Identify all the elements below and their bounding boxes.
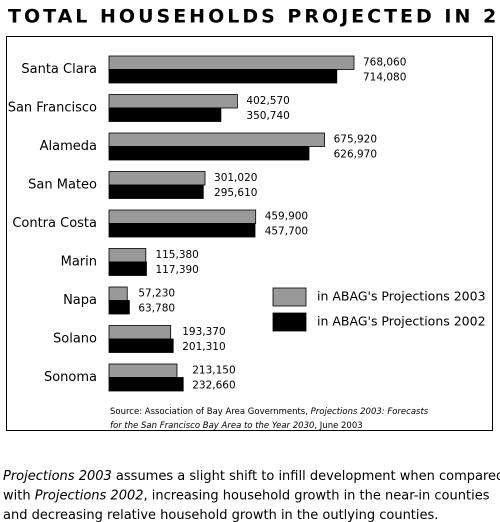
value-label: 201,310 [182,341,225,353]
category-label: Marin [61,255,97,270]
source-part: Source: Association of Bay Area Governme… [110,407,311,417]
legend-label: in ABAG's Projections 2003 [317,289,486,304]
value-label: 350,740 [246,110,289,122]
bar [108,338,174,353]
category-label: Sonoma [44,370,97,385]
source: Source: Association of Bay Area Governme… [110,407,429,417]
bar [108,107,222,122]
value-label: 402,570 [246,95,289,107]
bar [108,184,204,199]
bar [108,223,256,238]
value-label: 117,390 [155,264,198,276]
bar [108,146,310,161]
category-label: Napa [63,293,97,308]
bar [108,94,238,109]
value-label: 295,610 [214,187,257,199]
caption-part: assumes a slight shift to infill develop… [112,469,500,484]
source-part: Projections 2003: Forecasts [311,407,429,417]
category-label: Santa Clara [21,62,97,77]
chart-frame [6,36,493,431]
bar [108,248,147,263]
bar [108,69,338,84]
value-label: 459,900 [265,211,308,223]
value-label: 63,780 [138,303,175,315]
legend-label: in ABAG's Projections 2002 [317,314,486,329]
bar [108,377,184,392]
caption: Projections 2003 assumes a slight shift … [3,469,500,484]
bar [108,171,206,186]
value-label: 768,060 [363,57,406,69]
bar [108,325,172,340]
value-label: 675,920 [334,134,377,146]
bar [108,300,130,315]
source: for the San Francisco Bay Area to the Ye… [110,421,363,431]
value-label: 457,700 [265,226,308,238]
bar [108,55,355,70]
value-label: 115,380 [155,249,198,261]
value-label: 193,370 [182,326,225,338]
category-label: San Francisco [8,101,97,116]
legend-swatch [272,312,307,332]
source-part: for the San Francisco Bay Area to the Ye… [110,421,314,431]
category-label: San Mateo [28,178,97,193]
category-label: Solano [53,332,97,347]
caption-part: with [3,488,35,503]
bar [108,132,326,147]
caption-part: , increasing household growth in the nea… [144,488,490,503]
value-label: 57,230 [138,288,175,300]
bar [108,209,257,224]
bar [108,261,147,276]
category-label: Alameda [40,139,97,154]
caption-part: Projections 2002 [35,488,144,503]
caption-part: and decreasing relative household growth… [3,508,438,522]
caption-part: Projections 2003 [3,469,112,484]
value-label: 714,080 [363,72,406,84]
value-label: 626,970 [334,149,377,161]
value-label: 213,150 [192,365,235,377]
bar [108,286,128,301]
legend-swatch [272,287,307,307]
caption: with Projections 2002, increasing househ… [3,488,490,503]
value-label: 232,660 [192,380,235,392]
chart-title: TOTAL HOUSEHOLDS PROJECTED IN 2030 [8,6,500,28]
bar [108,363,178,378]
category-label: Contra Costa [12,216,97,231]
value-label: 301,020 [214,172,257,184]
source-part: , June 2003 [314,421,362,431]
caption: and decreasing relative household growth… [3,508,438,522]
